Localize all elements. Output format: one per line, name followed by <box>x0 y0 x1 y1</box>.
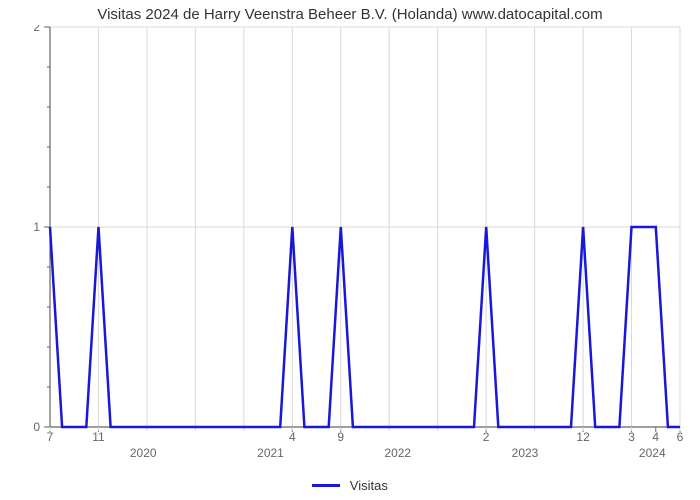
x-year-label: 2022 <box>384 446 411 460</box>
x-month-label: 9 <box>337 430 344 444</box>
x-year-label: 2020 <box>130 446 157 460</box>
x-year-label: 2023 <box>512 446 539 460</box>
series-line-visitas <box>50 227 680 427</box>
legend-line <box>312 484 340 487</box>
x-month-label: 4 <box>652 430 659 444</box>
x-month-label: 4 <box>289 430 296 444</box>
x-month-label: 11 <box>92 430 105 444</box>
x-year-label: 2024 <box>639 446 666 460</box>
x-month-label: 12 <box>576 430 590 444</box>
x-month-label: 6 <box>677 430 684 444</box>
x-month-label: 7 <box>47 430 54 444</box>
x-month-label: 2 <box>483 430 490 444</box>
legend: Visitas <box>0 471 700 493</box>
legend-label: Visitas <box>350 478 388 493</box>
line-chart-svg: 0127114921234620202021202220232024 <box>0 25 700 471</box>
chart-plot-area: 0127114921234620202021202220232024 <box>0 25 700 471</box>
y-tick-label: 2 <box>33 25 40 34</box>
x-month-label: 3 <box>628 430 635 444</box>
chart-title: Visitas 2024 de Harry Veenstra Beheer B.… <box>0 0 700 25</box>
y-tick-label: 0 <box>33 420 40 434</box>
x-year-label: 2021 <box>257 446 284 460</box>
y-tick-label: 1 <box>33 220 40 234</box>
